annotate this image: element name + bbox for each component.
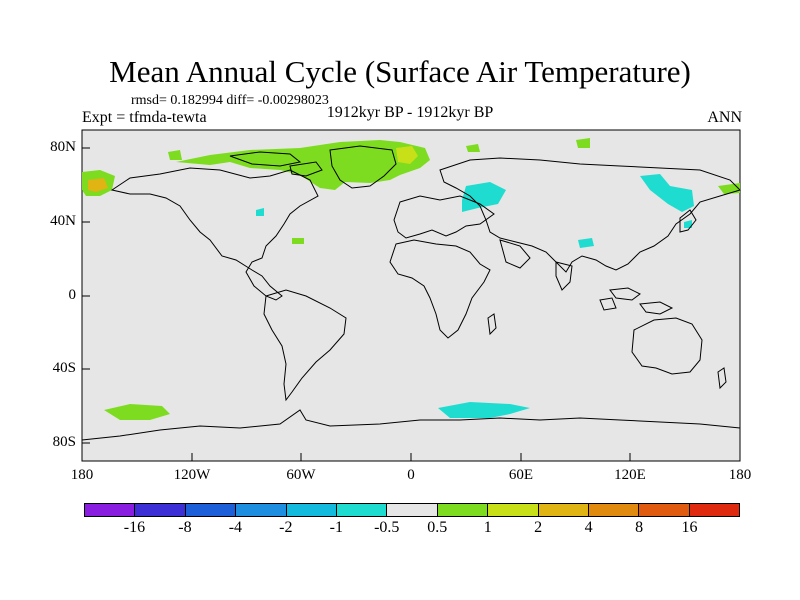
- lon-tick-180e: 180: [728, 467, 752, 483]
- north-america-coast: [110, 167, 319, 301]
- colorbar-swatch: [689, 504, 740, 516]
- colorbar-label: 16: [681, 519, 698, 536]
- colorbar-swatch: [387, 504, 438, 516]
- plot-title: Mean Annual Cycle (Surface Air Temperatu…: [109, 54, 691, 89]
- greenland-arctic-positive-patch: [176, 140, 430, 190]
- asia-coast: [439, 157, 741, 273]
- lon-tick-120w: 120W: [173, 467, 211, 483]
- colorbar-swatch: [488, 504, 539, 516]
- colorbar-label: -4: [228, 519, 243, 536]
- europe-negative-patch: [462, 182, 506, 212]
- lat-tick-40s: 40S: [52, 360, 76, 376]
- colorbar-label: 0.5: [427, 519, 448, 536]
- europe-africa-coast: [389, 195, 495, 339]
- antarctica-coast: [81, 409, 741, 441]
- colorbar-label: -16: [123, 519, 146, 536]
- colorbar-swatch: [639, 504, 690, 516]
- period-label: 1912kyr BP - 1912kyr BP: [326, 104, 494, 121]
- atlantic-small-positive-patch: [292, 238, 304, 244]
- colorbar-label: -8: [178, 519, 192, 536]
- lat-tick-80s: 80S: [52, 434, 76, 450]
- alaska-strong-positive-patch: [88, 178, 108, 192]
- colorbar-swatch: [336, 504, 388, 516]
- lat-tick-80n: 80N: [50, 139, 76, 155]
- colorbar-swatch: [538, 504, 589, 516]
- axis-ticks: [81, 147, 741, 461]
- australia-coast: [631, 317, 703, 375]
- lon-tick-120e: 120E: [614, 467, 646, 483]
- lat-tick-40n: 40N: [50, 213, 76, 229]
- arctic-small-positive-patch: [168, 150, 182, 160]
- madagascar-coast: [487, 313, 497, 336]
- colorbar-label: -2: [279, 519, 293, 536]
- arabia-india-coast: [499, 239, 573, 291]
- colorbar-label: -0.5: [374, 519, 400, 536]
- colorbar-swatch: [185, 504, 237, 516]
- arctic-strong-positive-patch: [396, 146, 418, 164]
- colorbar-swatch: [135, 504, 186, 516]
- colorbar-label: 1: [483, 519, 492, 536]
- map-background: [81, 129, 741, 462]
- middle-east-negative-patch: [578, 238, 594, 248]
- colorbar-swatch: [588, 504, 640, 516]
- colorbar-swatch: [85, 504, 136, 516]
- n-america-small-patch: [256, 208, 264, 216]
- colorbar-label: 2: [534, 519, 543, 536]
- lon-tick-60e: 60E: [508, 467, 534, 483]
- arctic-ne-positive-patch: [466, 144, 480, 152]
- colorbar-label: 4: [584, 519, 593, 536]
- colorbar-swatch: [437, 504, 489, 516]
- coastlines: [81, 145, 741, 441]
- colorbar-swatch: [286, 504, 337, 516]
- se-asia-islands-coast: [599, 287, 674, 315]
- lon-tick-0: 0: [407, 467, 415, 483]
- asia-negative-patch: [640, 174, 694, 212]
- n-pacific-small-patch: [684, 220, 692, 228]
- experiment-label: Expt = tfmda-tewta: [82, 109, 207, 126]
- anomaly-patches: [82, 138, 740, 420]
- arctic-far-positive-patch: [576, 138, 590, 148]
- colorbar-label: 8: [635, 519, 644, 536]
- new-zealand-coast: [717, 367, 727, 390]
- season-label: ANN: [707, 109, 742, 126]
- lon-tick-180w: 180: [70, 467, 94, 483]
- lon-tick-60w: 60W: [286, 467, 316, 483]
- antarctic-positive-patch: [104, 404, 170, 420]
- lat-tick-0: 0: [68, 287, 77, 303]
- southern-ocean-negative-patch: [438, 402, 530, 418]
- colorbar-swatch: [236, 504, 287, 516]
- south-america-coast: [263, 289, 347, 402]
- greenland-coast: [329, 145, 397, 189]
- colorbar-label: -1: [329, 519, 343, 536]
- colorbar: [84, 503, 740, 517]
- japan-coast: [679, 209, 697, 233]
- arctic-islands-coast: [229, 151, 323, 177]
- stats-text: rmsd= 0.182994 diff= -0.00298023: [131, 93, 329, 108]
